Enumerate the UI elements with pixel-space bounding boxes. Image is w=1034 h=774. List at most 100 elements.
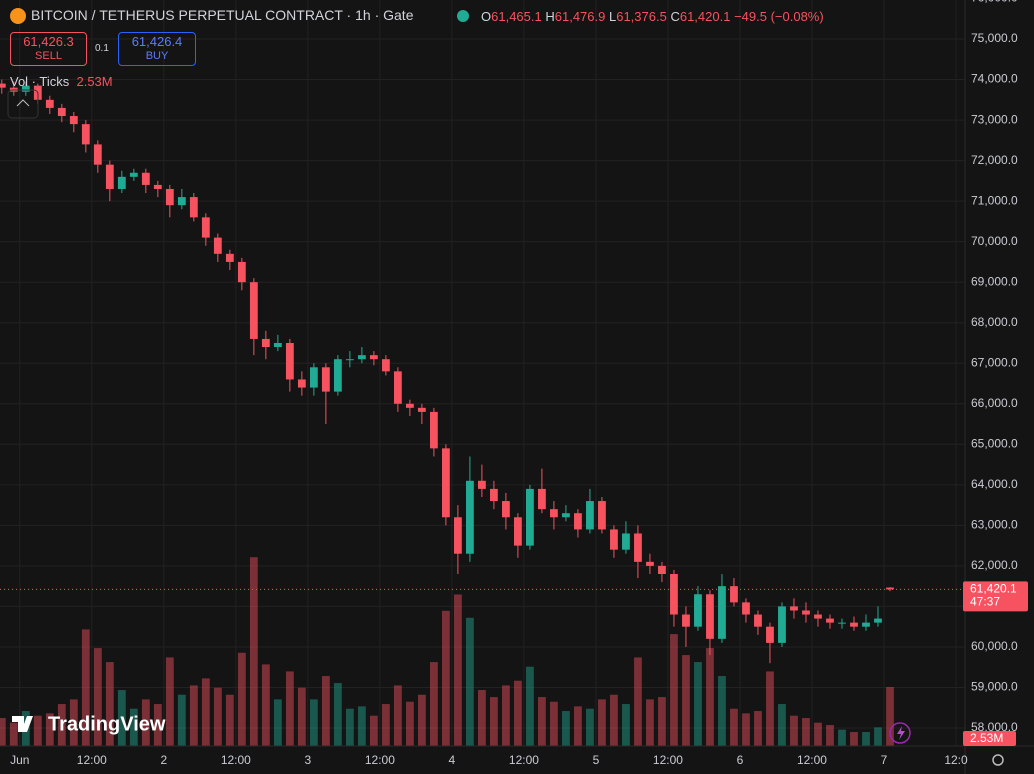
x-tick-label: 4 bbox=[449, 753, 456, 767]
sell-label: SELL bbox=[35, 50, 62, 62]
volume-value: 2.53M bbox=[76, 74, 113, 89]
volume-bar bbox=[33, 715, 42, 746]
volume-bar bbox=[646, 699, 654, 746]
volume-bar bbox=[393, 685, 402, 746]
candle-body bbox=[742, 602, 750, 615]
volume-bar bbox=[405, 701, 414, 746]
volume-bar bbox=[201, 678, 210, 746]
candle-body bbox=[345, 359, 354, 361]
candle-body bbox=[598, 501, 606, 530]
volume-bar bbox=[417, 694, 426, 746]
volume-bar bbox=[634, 657, 642, 746]
candle-body bbox=[622, 533, 630, 550]
y-tick-label: 69,000.0 bbox=[971, 274, 1018, 288]
y-tick-label: 62,000.0 bbox=[971, 558, 1018, 572]
volume-bar bbox=[550, 701, 558, 746]
volume-bar bbox=[730, 708, 738, 746]
volume-bar bbox=[57, 704, 66, 746]
candle-body bbox=[393, 371, 402, 404]
close: 61,420.1 bbox=[679, 9, 731, 24]
candle-body bbox=[754, 614, 762, 627]
volume-bar bbox=[502, 685, 510, 746]
volume-bar bbox=[670, 634, 678, 746]
y-tick-label: 59,000.0 bbox=[971, 680, 1018, 694]
candle-body bbox=[333, 359, 342, 392]
y-tick-label: 71,000.0 bbox=[971, 193, 1018, 207]
candle-body bbox=[213, 237, 222, 254]
volume-bar bbox=[682, 655, 690, 746]
c-label: C bbox=[670, 9, 680, 24]
candle-body bbox=[297, 379, 306, 388]
volume-bar bbox=[9, 722, 18, 746]
volume-bar bbox=[441, 610, 450, 746]
candle-body bbox=[237, 261, 246, 283]
y-tick-label: 76,000.0 bbox=[971, 0, 1018, 5]
candle-body bbox=[357, 355, 366, 360]
volume-bar bbox=[213, 687, 222, 746]
volume-bar bbox=[453, 594, 462, 746]
l-label: L bbox=[608, 9, 617, 24]
candle-body bbox=[201, 217, 210, 238]
volume-bar bbox=[610, 694, 618, 746]
candle-body bbox=[634, 533, 642, 562]
volume-bar bbox=[297, 687, 306, 746]
lightning-button[interactable] bbox=[889, 722, 911, 744]
volume-bar bbox=[562, 711, 570, 746]
volume-bar bbox=[754, 711, 762, 746]
candle-body bbox=[814, 614, 822, 619]
candle-body bbox=[646, 561, 654, 566]
x-tick-label: Jun bbox=[10, 753, 29, 767]
lightning-icon bbox=[897, 726, 905, 740]
candle-body bbox=[261, 338, 270, 348]
volume-bar bbox=[574, 706, 582, 746]
volume-bar bbox=[874, 727, 882, 746]
candle-body bbox=[550, 509, 558, 518]
countdown: 47:37 bbox=[970, 595, 1000, 609]
volume-bar bbox=[129, 708, 138, 746]
last-price-tag bbox=[963, 581, 1028, 612]
y-tick-label: 65,000.0 bbox=[971, 436, 1018, 450]
volume-bar bbox=[0, 718, 6, 746]
candle-body bbox=[69, 116, 78, 125]
candle-body bbox=[141, 172, 150, 185]
candle-body bbox=[177, 197, 186, 206]
candle-body bbox=[610, 529, 618, 550]
candle-body bbox=[369, 355, 378, 360]
candle-body bbox=[465, 480, 474, 554]
candle-body bbox=[778, 606, 786, 643]
buy-button[interactable]: 61,426.4 BUY bbox=[118, 32, 196, 66]
volume-bar bbox=[117, 690, 126, 746]
y-tick-label: 67,000.0 bbox=[971, 355, 1018, 369]
volume-bar bbox=[81, 629, 90, 746]
header: BITCOIN / TETHERUS PERPETUAL CONTRACT · … bbox=[31, 7, 413, 23]
candle-body bbox=[658, 565, 666, 574]
status-dot bbox=[457, 10, 469, 22]
settings-button[interactable] bbox=[992, 754, 1004, 766]
candle-body bbox=[490, 488, 498, 502]
y-tick-label: 70,000.0 bbox=[971, 234, 1018, 248]
x-tick-label: 12:00 bbox=[509, 753, 539, 767]
volume-bar bbox=[429, 662, 438, 746]
chart-title: BITCOIN / TETHERUS PERPETUAL CONTRACT · … bbox=[31, 7, 414, 23]
volume-bar bbox=[357, 706, 366, 746]
volume-bar bbox=[345, 708, 354, 746]
volume-bar bbox=[477, 690, 486, 746]
y-tick-label: 75,000.0 bbox=[971, 31, 1018, 45]
candle-body bbox=[694, 594, 702, 627]
x-tick-label: 5 bbox=[593, 753, 600, 767]
volume-bar bbox=[153, 704, 162, 746]
candle-body bbox=[826, 618, 834, 623]
x-tick-label: 12:00 bbox=[77, 753, 107, 767]
sell-button[interactable]: 61,426.3 SELL bbox=[10, 32, 87, 66]
candle-body bbox=[0, 83, 6, 88]
y-tick-label: 64,000.0 bbox=[971, 477, 1018, 491]
collapse-button[interactable] bbox=[7, 89, 39, 119]
candle-body bbox=[670, 573, 678, 615]
volume-bar bbox=[742, 713, 750, 746]
candle-body bbox=[309, 367, 318, 388]
volume-bar bbox=[381, 704, 390, 746]
volume-label: Vol · Ticks bbox=[10, 74, 70, 89]
volume-bar bbox=[706, 648, 714, 746]
y-tick-label: 74,000.0 bbox=[971, 72, 1018, 86]
